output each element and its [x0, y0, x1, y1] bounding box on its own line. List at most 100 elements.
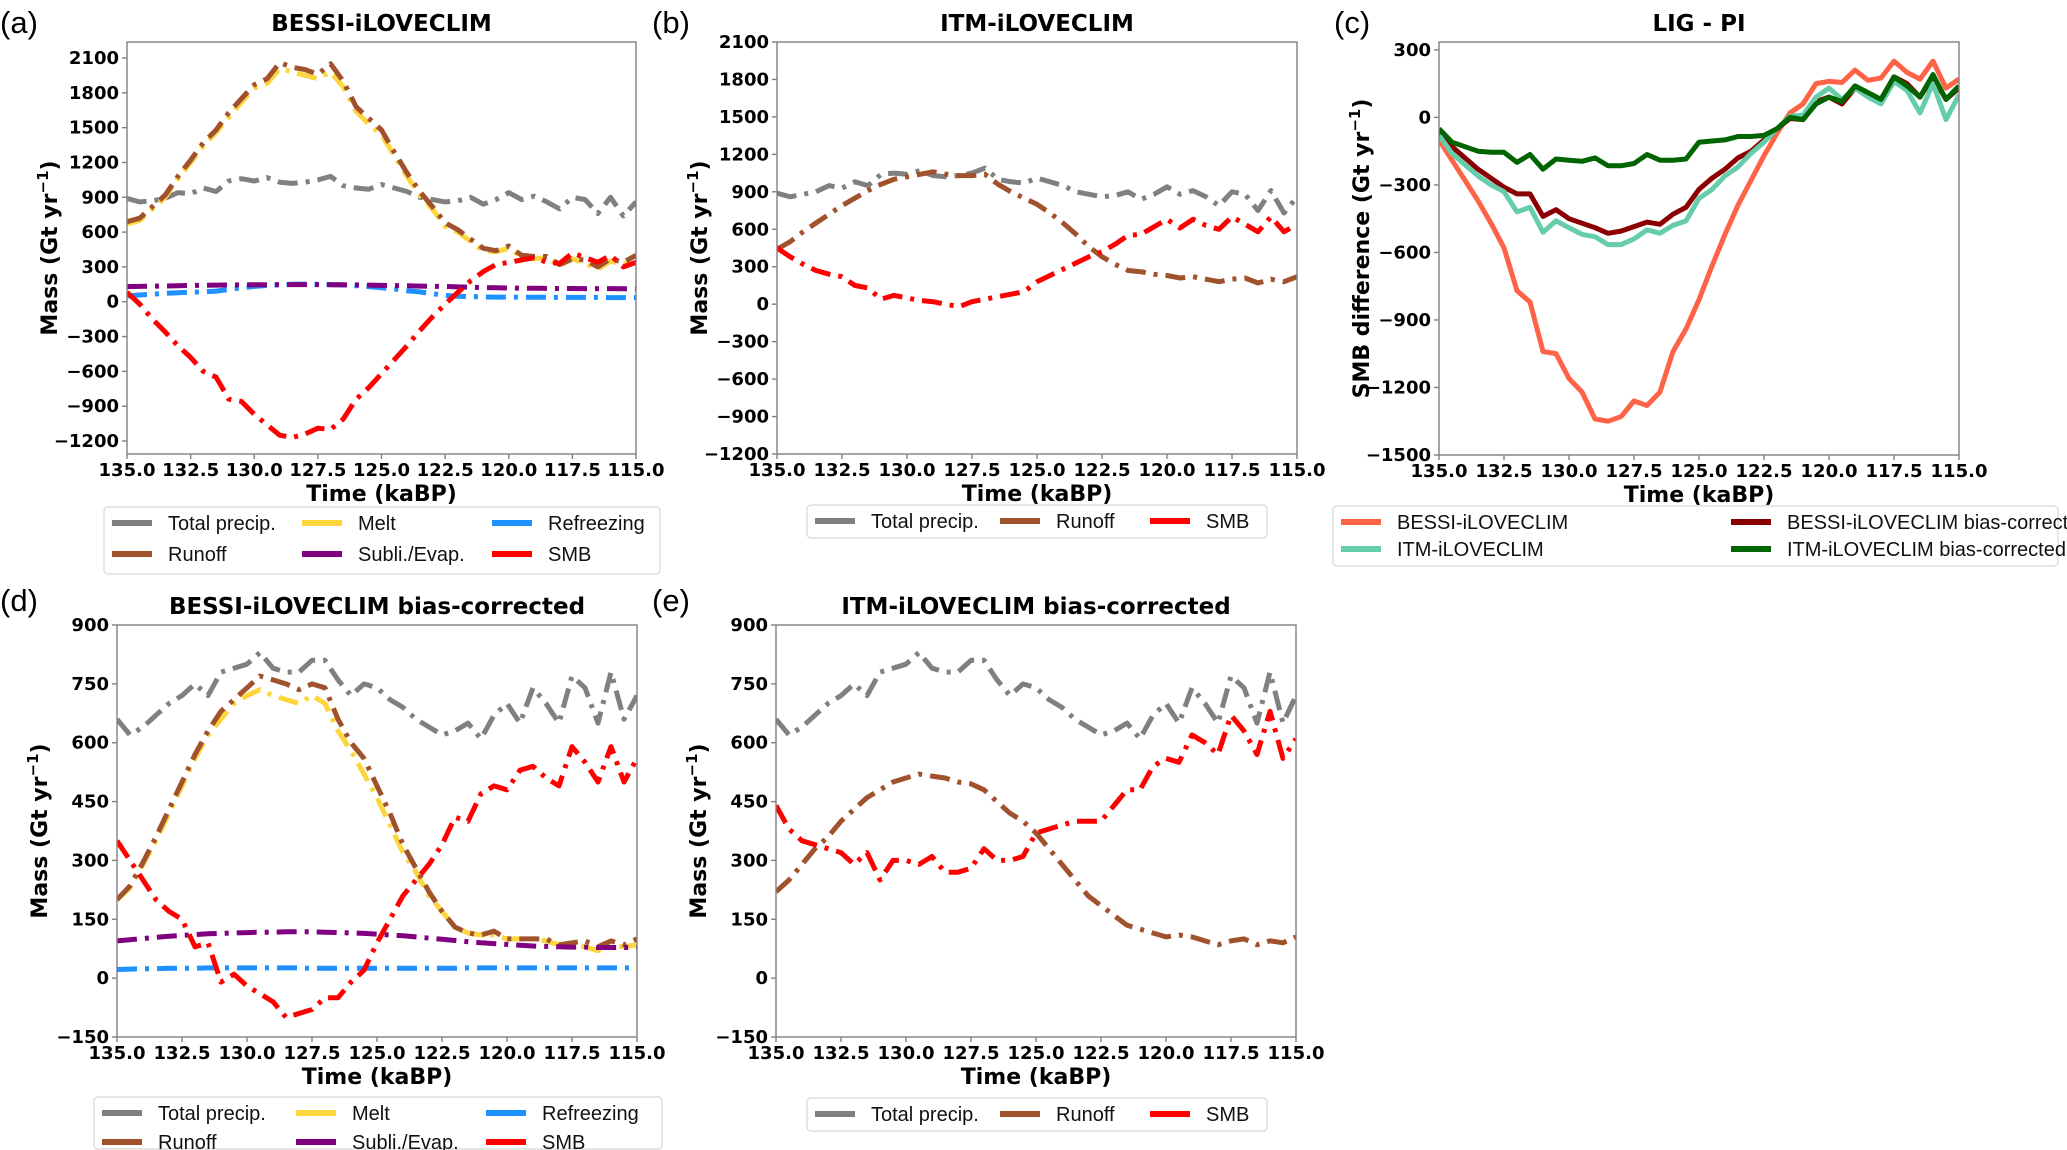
y-tick-label: −900	[1378, 310, 1431, 331]
y-axis-label: Mass (Gt yr−1)	[683, 743, 712, 918]
legend-item: BESSI-iLOVECLIM bias-corrected	[1731, 512, 2067, 534]
legend-item: Total precip.	[112, 513, 276, 535]
x-tick-label: 115.0	[609, 1043, 666, 1064]
legend-label: Total precip.	[871, 1104, 979, 1126]
y-tick-label: 600	[731, 219, 769, 240]
y-tick-label: 2100	[719, 32, 769, 53]
x-tick-label: 120.0	[1801, 461, 1858, 482]
x-tick-label: 122.5	[1074, 460, 1131, 481]
panel-label: (a)	[0, 5, 38, 40]
legend-label: Runoff	[158, 1132, 217, 1150]
series-line-itm-iloveclim	[1439, 78, 1959, 248]
legend-item: ITM-iLOVECLIM	[1341, 539, 1544, 561]
y-tick-label: −900	[716, 407, 769, 428]
legend-item: Refreezing	[486, 1103, 639, 1125]
legend-item: Refreezing	[492, 513, 645, 535]
legend-label: Total precip.	[158, 1103, 266, 1125]
y-axis-label: Mass (Gt yr−1)	[34, 160, 63, 335]
legend-label: Melt	[352, 1103, 390, 1125]
panel-title: ITM-iLOVECLIM bias-corrected	[841, 594, 1230, 620]
panel-a: (a) BESSI-iLOVECLIM −1200 −900 −600 −300 0 300 6…	[0, 5, 665, 575]
legend-item: Melt	[302, 513, 396, 535]
x-tick-label: 135.0	[749, 460, 806, 481]
y-axis-label: Mass (Gt yr−1)	[684, 160, 713, 335]
legend-label: Refreezing	[548, 513, 645, 535]
series-line-total-precip-	[776, 650, 1296, 742]
y-tick-label: 2100	[69, 48, 119, 69]
y-axis-label: Mass (Gt yr−1)	[24, 743, 53, 918]
legend: BESSI-iLOVECLIM BESSI-iLOVECLIM bias-corr…	[1332, 505, 2067, 567]
series-line-total-precip-	[117, 650, 637, 742]
x-tick-label: 132.5	[813, 1043, 870, 1064]
legend-label: Subli./Evap.	[358, 544, 465, 566]
x-tick-label: 132.5	[1476, 461, 1533, 482]
y-tick-label: 300	[731, 257, 769, 278]
axes-frame	[126, 41, 637, 455]
x-tick-label: 130.0	[226, 460, 283, 481]
x-tick-label: 115.0	[608, 460, 665, 481]
series-line-itm-iloveclim-bias-corrected	[1439, 72, 1959, 172]
y-tick-label: 1800	[719, 69, 769, 90]
x-tick-label: 115.0	[1268, 1043, 1325, 1064]
y-tick-label: 150	[71, 909, 109, 930]
legend-label: Subli./Evap.	[352, 1132, 459, 1150]
legend-label: Total precip.	[168, 513, 276, 535]
legend-label: Runoff	[1056, 511, 1115, 533]
y-tick-label: 300	[81, 257, 119, 278]
x-tick-label: 127.5	[944, 460, 1001, 481]
y-tick-label: 0	[1418, 107, 1431, 128]
y-tick-label: −600	[716, 369, 769, 390]
x-tick-label: 117.5	[1204, 460, 1261, 481]
legend-label: SMB	[542, 1132, 585, 1150]
panel-b: (b) ITM-iLOVECLIM −1200 −900 −600 −300 0 300 600…	[652, 5, 1326, 539]
y-tick-label: 1200	[69, 152, 119, 173]
y-tick-label: 0	[756, 294, 769, 315]
y-tick-label: 0	[755, 968, 768, 989]
panel-d: (d) BESSI-iLOVECLIM bias-corrected −150 0 15…	[0, 583, 665, 1150]
x-tick-label: 120.0	[1139, 460, 1196, 481]
series-line-melt	[127, 66, 636, 272]
legend-item: Melt	[296, 1103, 390, 1125]
y-tick-label: 450	[730, 792, 768, 813]
panel-title: ITM-iLOVECLIM	[940, 11, 1134, 37]
y-tick-label: −1200	[54, 431, 119, 452]
series-group	[1439, 58, 1959, 424]
legend-box	[1332, 505, 2059, 567]
x-tick-label: 130.0	[878, 1043, 935, 1064]
series-group	[117, 650, 637, 1020]
y-tick-label: −600	[1378, 242, 1431, 263]
legend-label: Melt	[358, 513, 396, 535]
legend-item: SMB	[1150, 1104, 1249, 1126]
x-tick-label: 135.0	[1411, 461, 1468, 482]
y-tick-label: −150	[715, 1027, 768, 1048]
y-tick-label: 1200	[719, 144, 769, 165]
series-line-subli-evap-	[127, 282, 636, 292]
x-tick-label: 130.0	[1541, 461, 1598, 482]
legend-label: BESSI-iLOVECLIM bias-corrected	[1787, 512, 2067, 534]
y-tick-label: 600	[71, 733, 109, 754]
x-tick-label: 135.0	[89, 1043, 146, 1064]
axes-frame	[116, 624, 638, 1038]
legend-item: BESSI-iLOVECLIM	[1341, 512, 1568, 534]
series-line-runoff	[117, 673, 637, 950]
panel-title: LIG - PI	[1652, 11, 1745, 37]
legend-item: SMB	[492, 544, 591, 566]
x-tick-label: 117.5	[1866, 461, 1923, 482]
x-tick-label: 122.5	[1736, 461, 1793, 482]
x-tick-label: 115.0	[1269, 460, 1326, 481]
y-tick-label: 150	[730, 909, 768, 930]
series-line-runoff	[127, 60, 636, 270]
x-tick-label: 122.5	[414, 1043, 471, 1064]
x-tick-label: 120.0	[1138, 1043, 1195, 1064]
y-tick-label: 600	[81, 222, 119, 243]
series-line-bessi-iloveclim	[1439, 58, 1959, 424]
y-tick-label: 750	[730, 674, 768, 695]
legend-label: ITM-iLOVECLIM bias-corrected	[1787, 539, 2066, 561]
y-tick-label: 300	[71, 850, 109, 871]
y-tick-label: −150	[56, 1027, 109, 1048]
axes-frame	[776, 41, 1298, 455]
legend-item: Subli./Evap.	[296, 1132, 459, 1150]
y-tick-label: 0	[96, 968, 109, 989]
series-group	[127, 60, 636, 440]
